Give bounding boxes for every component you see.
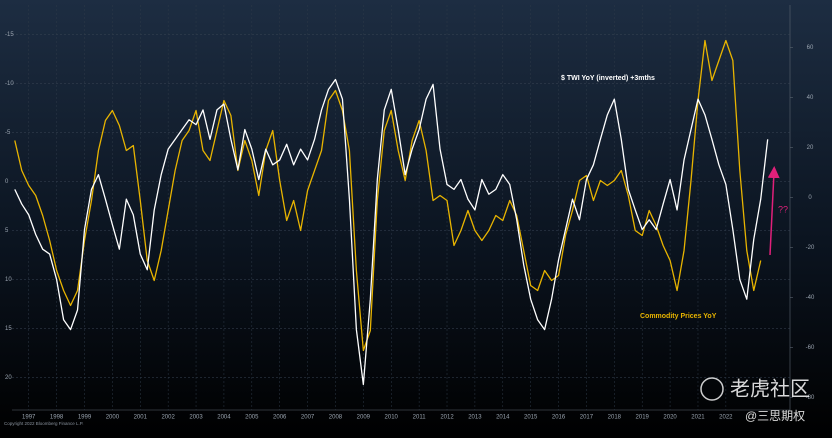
x-tick-label: 2007 bbox=[301, 415, 315, 421]
y-tick-label: -10 bbox=[5, 81, 14, 87]
x-tick-label: 2009 bbox=[357, 415, 371, 421]
x-tick-label: 2006 bbox=[273, 415, 287, 421]
x-tick-label: 1998 bbox=[50, 415, 64, 421]
y2-tick-label: -80 bbox=[806, 395, 815, 401]
y2-tick-label: -20 bbox=[806, 245, 815, 251]
watermark: @三思期权 bbox=[745, 409, 805, 423]
x-tick-label: 2022 bbox=[719, 415, 733, 421]
x-tick-label: 2021 bbox=[691, 415, 705, 421]
x-tick-label: 1999 bbox=[78, 415, 92, 421]
y-tick-label: 20 bbox=[5, 375, 12, 381]
series-line bbox=[14, 78, 769, 386]
lines bbox=[14, 39, 769, 386]
x-tick-label: 2008 bbox=[329, 415, 343, 421]
x-tick-label: 2013 bbox=[468, 415, 482, 421]
x-tick-label: 2010 bbox=[385, 415, 399, 421]
x-tick-label: 2016 bbox=[552, 415, 566, 421]
x-tick-label: 2011 bbox=[413, 415, 427, 421]
grid: -15 -10 -5 0 5 10 15 20 -80 -60 -40 -20 0 20 40 60 1997 1… bbox=[5, 5, 815, 421]
arrow bbox=[767, 166, 780, 256]
y2-tick-label: 0 bbox=[808, 195, 812, 201]
series-label: Commodity Prices YoY bbox=[640, 313, 717, 320]
watermark: 老虎社区 bbox=[730, 377, 810, 400]
x-tick-label: 2001 bbox=[134, 415, 148, 421]
y-tick-label: 0 bbox=[5, 179, 9, 185]
y-tick-label: 5 bbox=[5, 228, 9, 234]
x-tick-label: 2014 bbox=[496, 415, 510, 421]
series-line bbox=[14, 39, 762, 352]
x-tick-label: 2017 bbox=[580, 415, 594, 421]
x-tick-label: 2004 bbox=[217, 415, 231, 421]
y2-tick-label: 20 bbox=[807, 145, 814, 151]
x-tick-label: 2015 bbox=[524, 415, 538, 421]
series-label: $ TWI YoY (inverted) +3mths bbox=[561, 75, 655, 82]
y-tick-label: 15 bbox=[5, 326, 12, 332]
annotation: ?? bbox=[778, 204, 788, 214]
watermark-icon bbox=[700, 377, 724, 401]
x-tick-label: 2020 bbox=[663, 415, 677, 421]
y-tick-label: -5 bbox=[5, 130, 11, 136]
x-tick-label: 1997 bbox=[22, 415, 36, 421]
y-tick-label: -15 bbox=[5, 32, 14, 38]
y2-tick-label: -60 bbox=[806, 345, 815, 351]
y2-tick-label: -40 bbox=[806, 295, 815, 301]
y2-tick-label: 40 bbox=[807, 95, 814, 101]
footer: Copyright 2022 Bloomberg Finance L.P. bbox=[4, 421, 83, 426]
y2-tick-label: 60 bbox=[807, 45, 814, 51]
x-tick-label: 2019 bbox=[636, 415, 650, 421]
x-tick-label: 2018 bbox=[608, 415, 622, 421]
y-tick-label: 10 bbox=[5, 277, 12, 283]
x-tick-label: 2012 bbox=[440, 415, 454, 421]
x-tick-label: 2003 bbox=[189, 415, 203, 421]
x-tick-label: 2000 bbox=[106, 415, 120, 421]
x-tick-label: 2002 bbox=[161, 415, 175, 421]
x-tick-label: 2005 bbox=[245, 415, 259, 421]
